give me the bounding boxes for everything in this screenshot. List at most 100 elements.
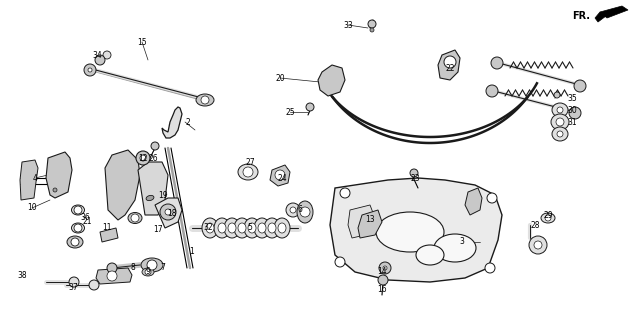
Text: 2: 2 <box>185 117 190 126</box>
Circle shape <box>557 131 563 137</box>
Text: 7: 7 <box>161 263 166 273</box>
Circle shape <box>131 214 139 222</box>
Text: 24: 24 <box>277 173 287 182</box>
Circle shape <box>545 215 551 221</box>
Polygon shape <box>96 268 132 284</box>
Text: 17: 17 <box>153 226 163 235</box>
Circle shape <box>485 263 495 273</box>
Ellipse shape <box>541 213 555 223</box>
Circle shape <box>487 193 497 203</box>
Circle shape <box>53 188 57 192</box>
Text: 27: 27 <box>245 157 255 166</box>
Circle shape <box>71 238 79 246</box>
Text: 16: 16 <box>377 285 387 294</box>
Text: 32: 32 <box>203 223 213 233</box>
Circle shape <box>50 185 60 195</box>
Circle shape <box>574 80 586 92</box>
Ellipse shape <box>264 218 280 238</box>
Text: 5: 5 <box>248 223 252 233</box>
Text: 22: 22 <box>445 63 455 73</box>
Ellipse shape <box>206 223 214 233</box>
Circle shape <box>88 68 92 72</box>
Ellipse shape <box>552 127 568 141</box>
Ellipse shape <box>228 223 236 233</box>
Circle shape <box>136 151 150 165</box>
Text: 36: 36 <box>80 213 90 222</box>
Text: 30: 30 <box>567 106 577 115</box>
Polygon shape <box>465 188 482 215</box>
Circle shape <box>89 280 99 290</box>
Text: 9: 9 <box>146 268 150 276</box>
Circle shape <box>147 260 157 270</box>
Polygon shape <box>438 50 460 80</box>
Polygon shape <box>358 210 382 238</box>
Text: 8: 8 <box>131 263 136 273</box>
Circle shape <box>378 275 388 285</box>
Text: 14: 14 <box>377 268 387 276</box>
Circle shape <box>410 169 418 177</box>
Circle shape <box>444 56 456 68</box>
Text: 21: 21 <box>82 218 92 227</box>
Circle shape <box>486 85 498 97</box>
Text: 1: 1 <box>190 247 194 257</box>
Circle shape <box>286 203 300 217</box>
Text: 37: 37 <box>68 284 78 292</box>
Text: 4: 4 <box>32 173 38 182</box>
Text: 28: 28 <box>530 220 540 229</box>
Circle shape <box>529 236 547 254</box>
Polygon shape <box>155 198 182 228</box>
Polygon shape <box>600 6 628 18</box>
Text: 15: 15 <box>137 37 147 46</box>
Ellipse shape <box>238 164 258 180</box>
Ellipse shape <box>297 201 313 223</box>
Text: 34: 34 <box>92 51 102 60</box>
Circle shape <box>379 262 391 274</box>
Circle shape <box>74 206 82 214</box>
Ellipse shape <box>67 236 83 248</box>
Ellipse shape <box>416 245 444 265</box>
Ellipse shape <box>202 218 218 238</box>
Circle shape <box>370 28 374 32</box>
Ellipse shape <box>224 218 240 238</box>
Circle shape <box>165 209 171 215</box>
Circle shape <box>69 277 79 287</box>
Ellipse shape <box>278 223 286 233</box>
Polygon shape <box>270 165 290 186</box>
Ellipse shape <box>552 103 568 117</box>
Text: 20: 20 <box>275 74 285 83</box>
Polygon shape <box>105 150 140 220</box>
Circle shape <box>557 107 563 113</box>
Text: 31: 31 <box>567 117 577 126</box>
Text: 11: 11 <box>103 223 111 233</box>
Polygon shape <box>46 152 72 198</box>
Ellipse shape <box>234 218 250 238</box>
Polygon shape <box>318 65 345 96</box>
Circle shape <box>140 155 146 161</box>
Ellipse shape <box>196 94 214 106</box>
Circle shape <box>107 263 117 273</box>
Text: 38: 38 <box>17 270 27 279</box>
Ellipse shape <box>434 234 476 262</box>
Circle shape <box>368 20 376 28</box>
Ellipse shape <box>274 218 290 238</box>
Text: 29: 29 <box>543 211 553 220</box>
Ellipse shape <box>268 223 276 233</box>
Circle shape <box>290 207 296 213</box>
Circle shape <box>383 266 387 270</box>
Circle shape <box>151 142 159 150</box>
Circle shape <box>340 188 350 198</box>
Text: 12: 12 <box>138 154 148 163</box>
Circle shape <box>569 107 581 119</box>
Circle shape <box>556 118 564 126</box>
Polygon shape <box>348 205 375 238</box>
Circle shape <box>243 167 253 177</box>
Ellipse shape <box>142 268 154 276</box>
Circle shape <box>335 257 345 267</box>
Polygon shape <box>20 160 38 200</box>
Text: FR.: FR. <box>572 11 590 21</box>
Polygon shape <box>162 107 182 138</box>
Circle shape <box>145 269 151 275</box>
Circle shape <box>306 103 314 111</box>
Text: 33: 33 <box>343 20 353 29</box>
Ellipse shape <box>551 114 569 130</box>
